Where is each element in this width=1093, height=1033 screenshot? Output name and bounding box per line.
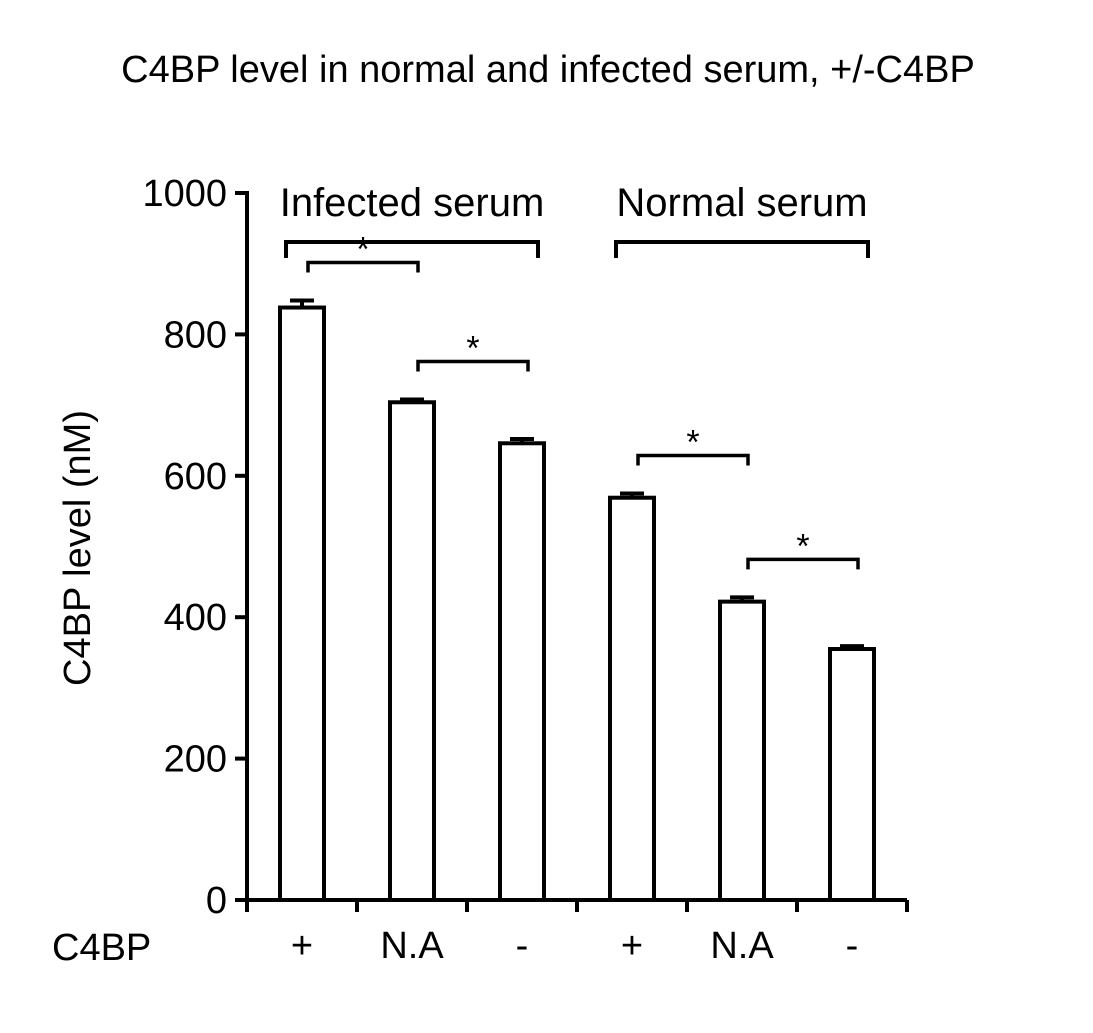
- bars: + N.A - + N.A -: [278, 298, 876, 967]
- y-tick-label: 600: [164, 456, 227, 498]
- x-category-label: -: [846, 925, 859, 967]
- significance-label: *: [796, 527, 809, 565]
- y-axis-label: C4BP level (nM): [57, 410, 99, 686]
- significance-bracket: [306, 260, 420, 273]
- bar: [498, 441, 546, 902]
- x-category-label: N.A: [380, 925, 444, 967]
- x-category-label: -: [516, 925, 529, 967]
- row-label: C4BP: [52, 927, 151, 969]
- y-tick-label: 800: [164, 314, 227, 356]
- y-tick-label: 1000: [142, 173, 227, 215]
- group-bracket: [614, 240, 870, 258]
- x-category-label: N.A: [710, 925, 774, 967]
- significance-bracket: [416, 359, 530, 372]
- x-category-label: +: [621, 925, 643, 967]
- significance-label: *: [356, 230, 369, 268]
- group-bracket: [284, 240, 540, 258]
- bar: [608, 495, 656, 902]
- bar: [828, 647, 876, 903]
- group-label: Infected serum: [280, 181, 545, 225]
- y-tick-label: 200: [164, 739, 227, 781]
- significance-bracket: [746, 557, 860, 570]
- annotations: Infected serum Normal serum * * * *: [280, 181, 870, 570]
- x-category-label: +: [291, 925, 313, 967]
- bar: [278, 305, 326, 902]
- bar: [718, 599, 766, 902]
- group-label: Normal serum: [616, 181, 867, 225]
- significance-label: *: [686, 423, 699, 461]
- significance-bracket: [636, 453, 750, 466]
- y-tick-label: 0: [206, 880, 227, 922]
- significance-label: *: [466, 329, 479, 367]
- chart-title: C4BP level in normal and infected serum,…: [121, 49, 975, 91]
- y-tick-label: 400: [164, 597, 227, 639]
- bar: [388, 400, 436, 902]
- axes: 0 200 400 600 800 1000: [142, 173, 909, 922]
